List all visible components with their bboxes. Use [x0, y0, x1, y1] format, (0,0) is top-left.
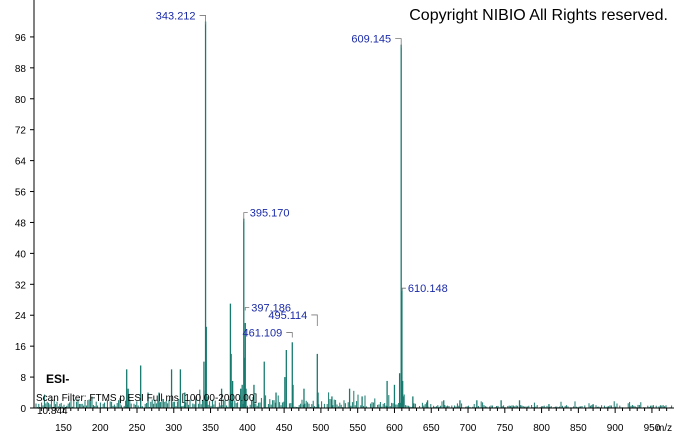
- x-tick-label: 250: [129, 423, 146, 434]
- x-tick-label: 900: [607, 423, 624, 434]
- label-leader: [243, 212, 248, 222]
- x-tick-label: 400: [239, 423, 256, 434]
- x-tick-label: 800: [533, 423, 550, 434]
- x-tick-label: 300: [165, 423, 182, 434]
- label-leader: [401, 287, 406, 292]
- peak-label: 461.109: [243, 328, 283, 340]
- base-intensity-text: 10.844: [37, 406, 68, 417]
- y-tick-label: 16: [15, 342, 27, 353]
- y-tick-label: 88: [15, 64, 27, 75]
- x-tick-label: 550: [349, 423, 366, 434]
- peak-label: 397.186: [251, 303, 291, 315]
- peak-label: 495.114: [268, 310, 307, 322]
- y-tick-label: 0: [20, 404, 26, 415]
- x-tick-label: 500: [313, 423, 330, 434]
- x-axis-label: m/z: [656, 423, 672, 434]
- y-tick-label: 48: [15, 218, 27, 229]
- y-tick-label: 96: [15, 33, 27, 44]
- y-axis-ticks: 0 8 16 24 32 40 48 56 64 72 80 88 96: [15, 33, 34, 415]
- scan-filter-text: Scan Filter: FTMS p ESI Full ms [100.00-…: [36, 393, 257, 404]
- label-leader: [311, 314, 318, 326]
- label-leader: [244, 307, 250, 311]
- peak-label-leaders: [199, 15, 406, 338]
- peak-label: 343.212: [156, 10, 196, 22]
- y-tick-label: 64: [15, 157, 27, 168]
- x-axis-ticks: 150 200 250 300 350 400 450 500 550 600 650 700 750 8…: [40, 408, 668, 434]
- y-tick-label: 40: [15, 249, 27, 260]
- x-tick-label: 850: [570, 423, 587, 434]
- x-tick-label: 350: [202, 423, 219, 434]
- peak-labels: 343.212 609.145 395.170 610.148 397.186495.1…: [156, 10, 448, 339]
- x-tick-label: 150: [55, 423, 72, 434]
- y-tick-label: 24: [15, 311, 27, 322]
- x-tick-label: 700: [460, 423, 477, 434]
- y-tick-label: 72: [15, 126, 27, 137]
- peak-label: 610.148: [408, 283, 448, 295]
- copyright-text: Copyright NIBIO All Rights reserved.: [409, 7, 668, 24]
- y-tick-label: 80: [15, 95, 27, 106]
- y-tick-label: 8: [20, 373, 26, 384]
- x-tick-label: 600: [386, 423, 403, 434]
- label-leader: [286, 332, 293, 338]
- ion-mode-label: ESI-: [46, 372, 69, 386]
- x-tick-label: 650: [423, 423, 440, 434]
- y-tick-label: 32: [15, 280, 27, 291]
- label-leader: [199, 15, 206, 25]
- x-tick-label: 750: [496, 423, 513, 434]
- peak-label: 609.145: [351, 34, 391, 46]
- x-tick-label: 450: [276, 423, 293, 434]
- peak-label: 395.170: [250, 208, 290, 220]
- x-tick-label: 200: [92, 423, 109, 434]
- peaks-series: [126, 21, 594, 408]
- y-tick-label: 56: [15, 188, 27, 199]
- x-tick-label: 950: [644, 423, 661, 434]
- label-leader: [395, 38, 402, 48]
